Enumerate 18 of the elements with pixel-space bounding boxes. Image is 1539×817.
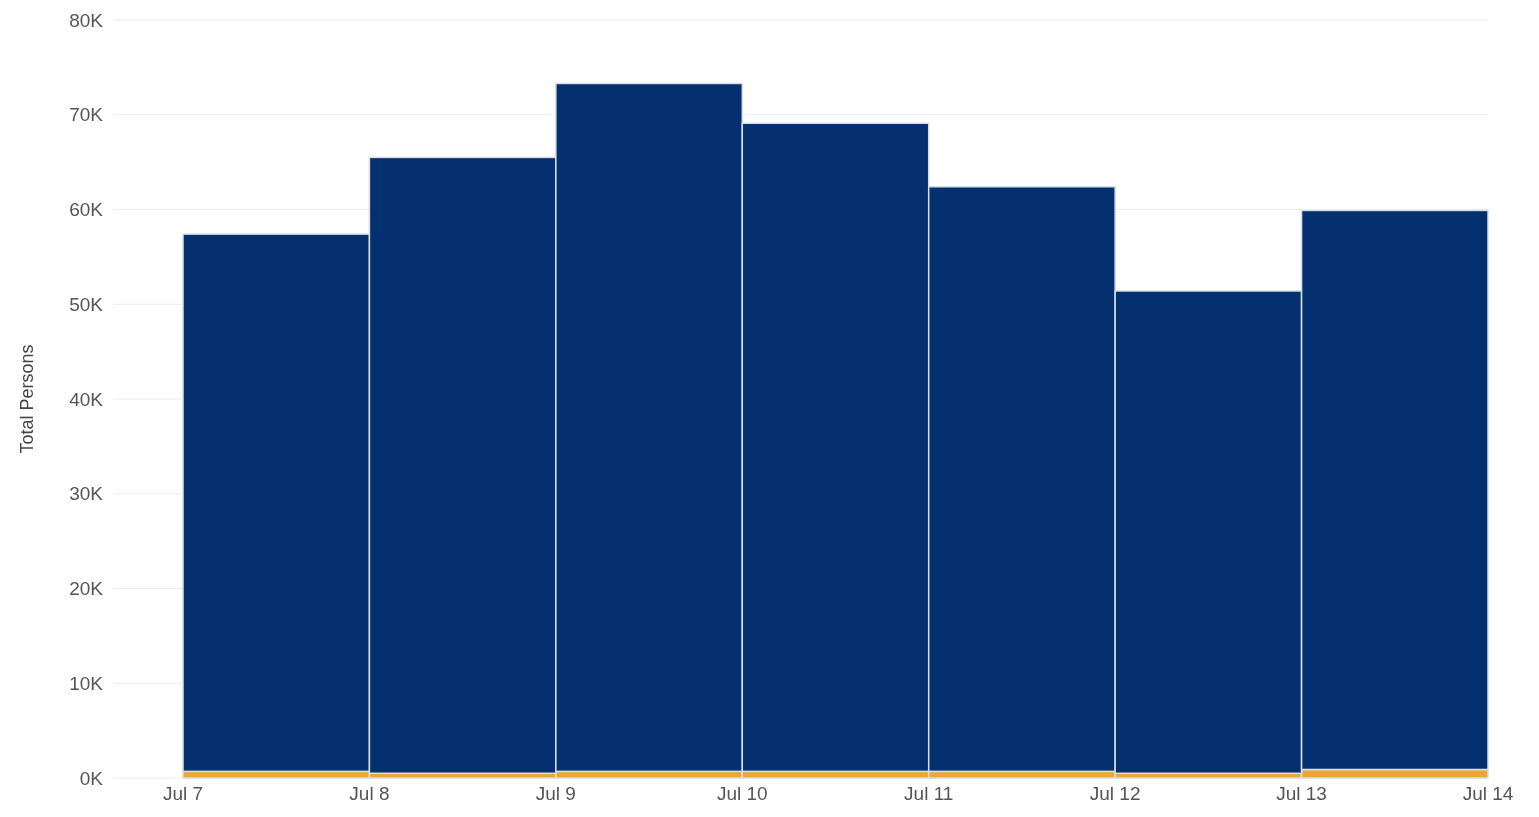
y-tick-label: 30K (69, 483, 104, 505)
y-tick-label: 60K (69, 199, 104, 221)
x-tick-label: Jul 9 (535, 783, 576, 804)
x-tick-label: Jul 7 (162, 783, 204, 804)
x-tick-label: Jul 12 (1089, 783, 1141, 804)
y-tick-label: 0K (79, 767, 104, 789)
y-tick-label: 40K (69, 388, 104, 410)
y-tick-label: 20K (69, 578, 104, 600)
x-tick-label: Jul 11 (904, 783, 954, 804)
y-tick-label: 50K (69, 293, 104, 315)
x-tick-label: Jul 14 (1462, 783, 1514, 804)
x-tick-label: Jul 10 (716, 783, 768, 804)
y-tick-label: 80K (69, 9, 104, 31)
y-axis-title: Total Persons (17, 344, 37, 454)
x-tick-label: Jul 8 (349, 783, 390, 804)
y-tick-label: 10K (69, 672, 104, 694)
y-tick-label: 70K (69, 104, 104, 126)
x-tick-label: Jul 13 (1276, 783, 1327, 804)
